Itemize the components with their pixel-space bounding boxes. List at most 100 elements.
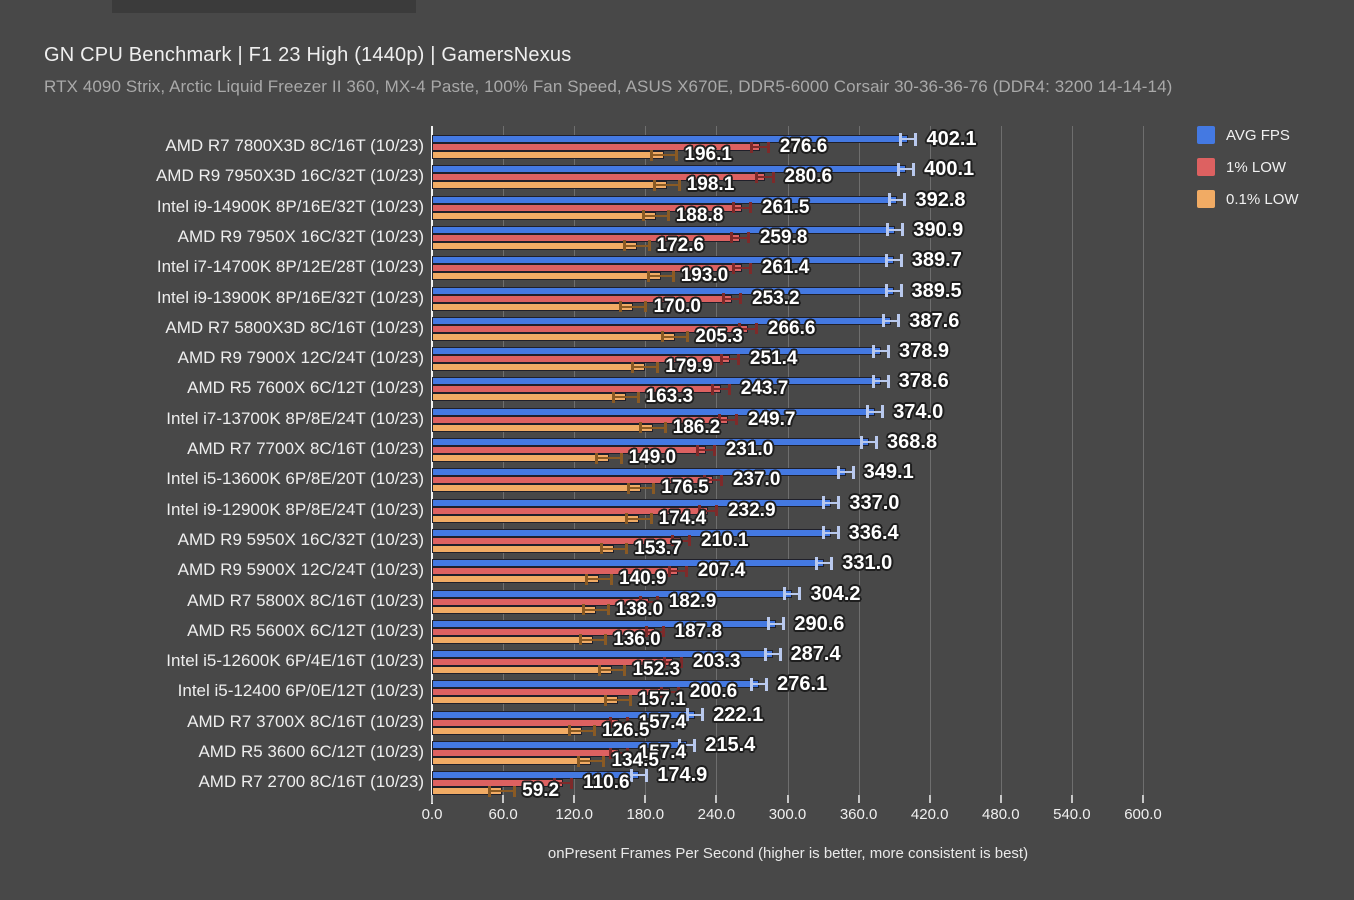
category-label: AMD R7 5800X 8C/16T (10/23) xyxy=(187,590,424,610)
avg-fps-error-whisker xyxy=(837,471,854,474)
0-1-low-error-whisker xyxy=(639,426,666,429)
avg-fps-error-whisker xyxy=(867,410,884,413)
avg-fps-error-whisker xyxy=(687,713,704,716)
0-1-low-error-whisker-cap xyxy=(666,210,670,222)
1-low-error-whisker-cap xyxy=(608,717,612,729)
1-low-error-whisker-cap xyxy=(737,323,741,335)
0-1-low-error-whisker xyxy=(642,214,669,217)
category-label: AMD R9 5950X 16C/32T (10/23) xyxy=(177,529,424,549)
1-low-value-label: 207.4 xyxy=(697,560,746,582)
0-1-low-value-label: 136.0 xyxy=(613,628,661,650)
x-tick-mark xyxy=(431,795,433,803)
avg-fps-error-whisker-cap xyxy=(871,374,875,388)
0-1-low-value-label: 174.4 xyxy=(658,507,707,529)
0-1-low-error-whisker-cap xyxy=(661,331,665,343)
0-1-low-error-whisker-cap xyxy=(600,543,604,555)
avg-fps-error-whisker-cap xyxy=(645,768,649,782)
1-low-error-whisker-cap xyxy=(679,656,683,668)
0-1-low-error-whisker-cap xyxy=(646,270,650,282)
0-1-low-value-label: 193.0 xyxy=(680,265,729,287)
gridline xyxy=(1143,126,1144,797)
category-label: AMD R5 5600X 6C/12T (10/23) xyxy=(187,620,424,640)
0-1-low-value-label: 138.0 xyxy=(615,598,664,620)
1-low-error-whisker xyxy=(718,418,737,421)
0-1-low-error-whisker-cap xyxy=(647,240,651,252)
1-low-error-whisker-cap xyxy=(702,474,706,486)
avg-fps-error-whisker xyxy=(885,259,902,262)
1-low-error-whisker-cap xyxy=(739,293,743,304)
0-1-low-bar xyxy=(432,544,615,553)
category-label: AMD R7 7700X 8C/16T (10/23) xyxy=(187,439,424,458)
avg-fps-error-whisker xyxy=(898,168,915,171)
1-low-error-whisker-cap xyxy=(644,626,648,638)
1pct-low-swatch-icon xyxy=(1197,158,1215,176)
category-label: Intel i7-14700K 8P/12E/28T (10/23) xyxy=(156,257,424,277)
1-low-error-whisker-cap xyxy=(727,383,731,395)
0-1-low-error-whisker-cap xyxy=(638,422,642,434)
0-1-low-value-label: 196.1 xyxy=(684,144,732,165)
avg-fps-bar xyxy=(432,135,909,143)
0-1-low-value-label: 205.3 xyxy=(695,325,743,347)
1-low-value-label: 187.8 xyxy=(674,620,723,642)
1-low-error-whisker-cap xyxy=(754,323,758,335)
avg-fps-value-label: 378.6 xyxy=(898,370,949,393)
0-1-low-error-whisker-cap xyxy=(631,361,635,373)
avg-fps-error-whisker-cap xyxy=(686,708,690,722)
avg-fps-bar xyxy=(432,528,831,537)
gridline xyxy=(929,126,931,797)
0-1-low-error-whisker xyxy=(620,305,647,308)
0-1-low-error-whisker xyxy=(578,760,605,762)
0p1pct-low-swatch-icon xyxy=(1197,190,1215,208)
avg-fps-bar xyxy=(432,165,907,174)
1-low-error-whisker-cap xyxy=(625,717,629,729)
avg-fps-error-whisker-cap xyxy=(767,617,771,631)
x-axis-title: onPresent Frames Per Second (higher is b… xyxy=(547,845,1029,862)
gridline xyxy=(787,126,789,797)
0-1-low-error-whisker xyxy=(632,366,659,369)
avg-fps-error-whisker-cap xyxy=(798,587,802,600)
1-low-error-whisker-cap xyxy=(714,505,718,517)
1-low-value-label: 249.7 xyxy=(747,408,796,430)
x-tick-label: 360.0 xyxy=(839,806,878,823)
1-low-value-label: 232.9 xyxy=(727,499,776,521)
0-1-low-value-label: 170.0 xyxy=(653,295,701,317)
0-1-low-bar xyxy=(432,514,639,523)
1-low-error-whisker xyxy=(645,630,664,633)
0-1-low-error-whisker-cap xyxy=(579,634,583,646)
avg-fps-error-whisker-cap xyxy=(851,465,855,479)
1-low-value-label: 261.4 xyxy=(761,257,810,279)
category-label: AMD R9 7950X 16C/32T (10/23) xyxy=(177,226,424,246)
category-label: AMD R7 2700 8C/16T (10/23) xyxy=(198,772,424,792)
avg-fps-bar xyxy=(432,225,896,234)
category-label: Intel i5-13600K 6P/8E/20T (10/23) xyxy=(166,469,424,489)
0-1-low-error-whisker-cap xyxy=(488,785,492,797)
avg-fps-error-whisker xyxy=(823,501,840,504)
x-tick-label: 180.0 xyxy=(626,806,665,823)
1-low-error-whisker-cap xyxy=(734,414,738,426)
x-tick-mark xyxy=(786,795,789,803)
1-low-error-whisker-cap xyxy=(670,535,674,547)
0-1-low-error-whisker-cap xyxy=(611,391,615,403)
avg-fps-bar xyxy=(432,589,793,598)
1-low-value-label: 203.3 xyxy=(692,651,741,673)
1-low-value-label: 276.6 xyxy=(779,136,828,157)
1-low-bar xyxy=(432,749,619,757)
avg-fps-error-whisker-cap xyxy=(871,344,875,358)
1-low-value-label: 110.6 xyxy=(583,772,630,794)
1-low-error-whisker-cap xyxy=(748,202,752,214)
1-low-error-whisker-cap xyxy=(749,141,753,153)
avg-fps-error-whisker-cap xyxy=(875,435,879,449)
0-1-low-error-whisker-cap xyxy=(609,573,613,585)
0-1-low-bar xyxy=(432,211,656,220)
1-low-error-whisker-cap xyxy=(553,777,557,789)
avg-fps-error-whisker-cap xyxy=(886,344,890,358)
avg-fps-error-whisker-cap xyxy=(782,617,786,631)
0-1-low-error-whisker xyxy=(628,487,655,490)
avg-fps-error-whisker-cap xyxy=(815,556,819,570)
0-1-low-error-whisker-cap xyxy=(619,452,623,464)
1-low-error-whisker-cap xyxy=(729,232,733,244)
0-1-low-bar xyxy=(432,272,661,281)
0-1-low-error-whisker xyxy=(623,244,650,247)
chart-title: GN CPU Benchmark | F1 23 High (1440p) | … xyxy=(44,44,572,66)
